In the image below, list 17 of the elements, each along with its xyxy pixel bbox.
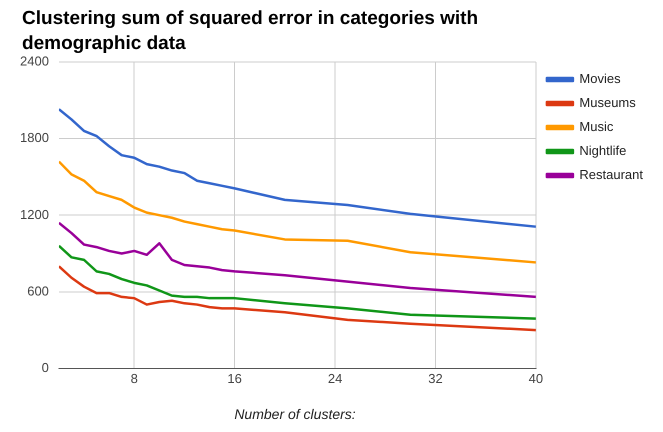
x-tick-label: 16 [227, 370, 242, 386]
x-axis-title: Number of clusters: [233, 406, 357, 422]
x-tick-label: 40 [528, 370, 544, 386]
legend-label: Movies [579, 71, 622, 86]
y-tick-label: 0 [42, 360, 49, 375]
x-tick-label: 24 [328, 370, 342, 386]
y-tick-label: 1800 [20, 130, 49, 146]
x-tick-label: 32 [428, 370, 443, 386]
chart-title: Clustering sum of squared error in categories with demographic data [22, 7, 480, 56]
legend-label: Music [579, 119, 614, 134]
y-tick-label: 2400 [20, 54, 49, 69]
x-tick-label: 8 [130, 370, 138, 386]
y-tick-label: 1200 [20, 206, 49, 222]
y-tick-label: 600 [27, 283, 49, 298]
legend-label: Restaurant [579, 167, 644, 182]
legend-label: Nightlife [579, 143, 626, 158]
legend-label: Museums [579, 95, 636, 110]
